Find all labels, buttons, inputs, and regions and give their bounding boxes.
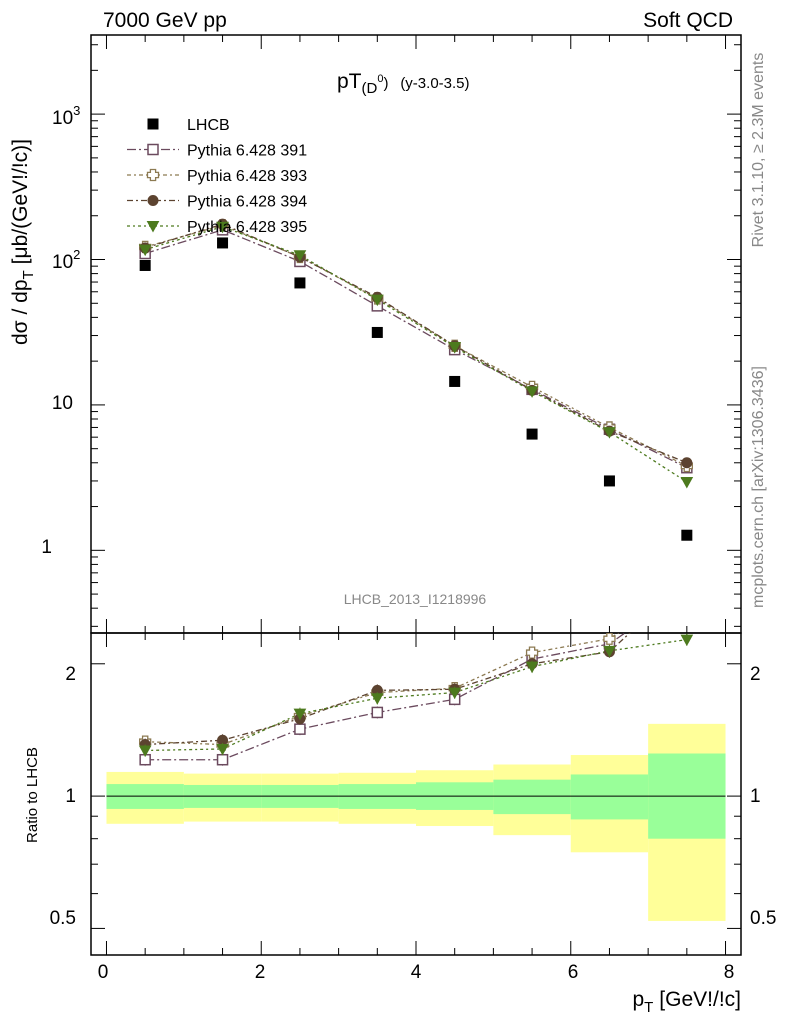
ratio-series-3-point-2 bbox=[293, 708, 307, 721]
main-series-3-point-0 bbox=[138, 244, 152, 257]
ratio-series-0-point-3 bbox=[371, 706, 384, 719]
ratio-series-3-point-7 bbox=[680, 634, 694, 647]
ylabel-sub: T bbox=[20, 270, 37, 279]
header-right: Soft QCD bbox=[643, 9, 733, 32]
main-series-3-point-1 bbox=[216, 221, 229, 234]
ytick-label-100: 102 bbox=[52, 247, 80, 273]
main-series-line-3 bbox=[144, 226, 688, 483]
ratio-series-line-3 bbox=[145, 638, 687, 752]
main-series-3-point-6 bbox=[603, 427, 616, 439]
main-series-3-point-7 bbox=[680, 477, 694, 489]
ratio-series-3-point-3 bbox=[370, 693, 384, 705]
lhcb-data-point-4 bbox=[449, 375, 461, 387]
ytick-label-10: 10 bbox=[52, 393, 73, 414]
ratio-series-line-1 bbox=[145, 633, 620, 746]
ratio-plot bbox=[90, 632, 742, 956]
main-series-3-point-3 bbox=[370, 294, 384, 307]
lhcb-data-point-5 bbox=[526, 428, 538, 440]
main-plot bbox=[90, 34, 742, 634]
xtick-6: 6 bbox=[568, 962, 579, 983]
ratio-ytick-1-right: 1 bbox=[750, 786, 761, 807]
ytick-label-1: 1 bbox=[41, 537, 52, 558]
ratio-ytick-0.5-right: 0.5 bbox=[750, 908, 776, 929]
main-series-2-point-7 bbox=[681, 457, 693, 469]
ytick-100-exp: 2 bbox=[73, 247, 80, 262]
ratio-series-3-point-0 bbox=[138, 745, 152, 758]
legend-marker-1 bbox=[147, 143, 159, 156]
lhcb-data-point-2 bbox=[294, 277, 306, 289]
lhcb-data-point-7 bbox=[681, 529, 693, 541]
green-band-5 bbox=[493, 779, 571, 815]
title-sup: 0 bbox=[377, 73, 383, 85]
xlabel-tail: [GeV!/!c] bbox=[659, 988, 741, 1011]
main-series-3-point-4 bbox=[448, 342, 462, 354]
ratio-series-1-point-5 bbox=[525, 646, 539, 659]
legend: LHCB Pythia 6.428 391 Pythia 6.428 393 Pyth… bbox=[127, 117, 307, 236]
ratio-ytick-0.5: 0.5 bbox=[50, 908, 76, 929]
title-main: pT bbox=[337, 70, 362, 93]
ratio-xlabel: pT [GeV!/!c] bbox=[632, 988, 741, 1016]
xtick-2: 2 bbox=[255, 962, 266, 983]
ytick-1000-exp: 3 bbox=[73, 103, 80, 118]
ratio-ytick-2: 2 bbox=[65, 664, 76, 685]
ratio-series-3-point-5 bbox=[525, 661, 539, 674]
ratio-series-line-0 bbox=[145, 633, 627, 761]
xlabel-main: p bbox=[632, 988, 644, 1011]
ratio-series-1-point-6 bbox=[603, 633, 616, 645]
legend-marker-0 bbox=[147, 118, 159, 130]
legend-marker-4 bbox=[146, 221, 160, 233]
ratio-series-3-point-6 bbox=[603, 645, 616, 658]
ratio-series-0-point-1 bbox=[216, 753, 229, 766]
main-series-3-point-5 bbox=[525, 386, 539, 398]
ratio-series-3-point-1 bbox=[216, 743, 229, 756]
xtick-0: 0 bbox=[98, 962, 109, 983]
legend-label-1: Pythia 6.428 391 bbox=[187, 143, 307, 160]
legend-label-2: Pythia 6.428 393 bbox=[187, 168, 307, 185]
title-close: ) bbox=[383, 75, 388, 92]
legend-marker-2 bbox=[146, 168, 160, 182]
lhcb-data-point-0 bbox=[139, 259, 151, 271]
mcplots-label: mcplots.cern.ch [arXiv:1306.3436] bbox=[750, 366, 767, 608]
ytick-1000-base: 10 bbox=[52, 108, 73, 129]
analysis-watermark: LHCB_2013_I1218996 bbox=[344, 591, 487, 607]
title-sub: (D bbox=[362, 80, 378, 97]
main-series-line-2 bbox=[144, 223, 688, 464]
uncertainty-bands bbox=[106, 723, 726, 921]
xtick-4: 4 bbox=[411, 962, 422, 983]
lhcb-data-point-3 bbox=[371, 326, 383, 338]
main-series-3-point-2 bbox=[293, 250, 307, 262]
main-ylabel: dσ / dpT [μb/(GeV!/!c)] bbox=[9, 139, 37, 345]
legend-marker-3 bbox=[147, 195, 159, 206]
ylabel-main: dσ / dp bbox=[9, 279, 32, 345]
legend-label-0: LHCB bbox=[187, 117, 230, 134]
ratio-ytick-2-right: 2 bbox=[750, 664, 761, 685]
title-extra: (y-3.0-3.5) bbox=[400, 75, 469, 92]
ratio-ylabel: Ratio to LHCB bbox=[24, 747, 41, 843]
ylabel-tail: [μb/(GeV!/!c)] bbox=[9, 139, 32, 264]
xlabel-sub: T bbox=[644, 999, 653, 1016]
main-title: pT(D0) (y-3.0-3.5) bbox=[337, 70, 470, 97]
rivet-version-label: Rivet 3.1.10, ≥ 2.3M events bbox=[750, 53, 767, 248]
lhcb-data-point-1 bbox=[217, 237, 229, 249]
legend-label-3: Pythia 6.428 394 bbox=[187, 194, 307, 211]
header-left: 7000 GeV pp bbox=[103, 9, 227, 32]
xtick-8: 8 bbox=[724, 962, 735, 983]
legend-label-4: Pythia 6.428 395 bbox=[187, 219, 307, 236]
ytick-100-base: 10 bbox=[52, 252, 73, 273]
lhcb-data-point-6 bbox=[603, 475, 615, 487]
ratio-series bbox=[138, 633, 694, 766]
green-band-6 bbox=[570, 774, 649, 820]
ratio-ytick-1: 1 bbox=[65, 786, 76, 807]
ratio-series-line-2 bbox=[145, 633, 631, 746]
ytick-label-1000: 103 bbox=[52, 103, 80, 129]
ratio-series-3-point-4 bbox=[448, 687, 462, 700]
ratio-series-0-point-2 bbox=[294, 723, 306, 735]
